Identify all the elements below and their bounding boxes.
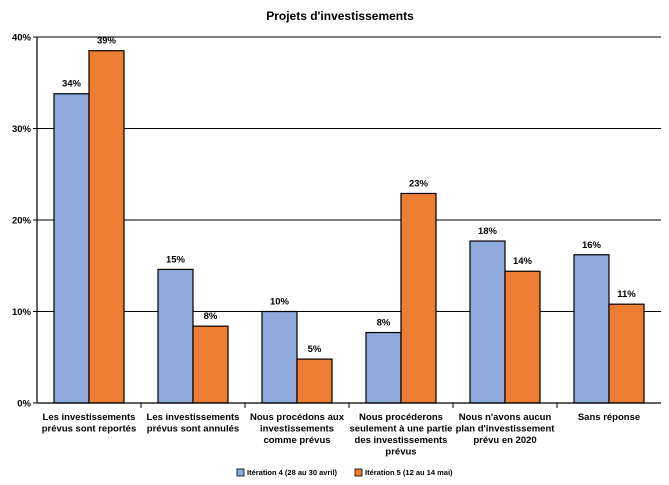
bar [88, 50, 125, 404]
y-tick-label: 10% [12, 307, 32, 318]
data-label: 39% [97, 36, 117, 47]
y-tick-label: 0% [17, 399, 31, 410]
data-label: 16% [582, 240, 602, 251]
data-label: 23% [409, 178, 429, 189]
category-label: Nous procédons aux investissements comme p… [250, 412, 345, 446]
data-labels: 34% 39% 15% 8% 10% 5% 8% 23% 18% 14% 16% 11% [62, 36, 636, 355]
legend: Itération 4 (28 au 30 avril) Itération 5 … [236, 468, 453, 477]
bar [504, 270, 541, 404]
data-label: 5% [308, 344, 322, 355]
bar [296, 358, 333, 404]
y-axis-ticks: 0% 10% 20% 30% 40% [12, 33, 37, 410]
category-label: Nous n'avons aucun plan d'investissement p… [456, 412, 556, 446]
category-label: Sans réponse [578, 412, 640, 423]
bar [469, 240, 506, 404]
data-label: 14% [513, 256, 533, 267]
data-label: 15% [166, 254, 186, 265]
bar [365, 331, 402, 404]
bar [400, 192, 437, 404]
data-label: 34% [62, 79, 82, 90]
y-tick-label: 20% [12, 216, 32, 227]
bar [573, 254, 610, 404]
bar [192, 325, 229, 404]
data-label: 18% [478, 226, 498, 237]
category-labels: Les investissements prévus sont reportés L… [42, 403, 640, 458]
data-label: 8% [377, 318, 391, 329]
category-label: Les investissements prévus sont reportés [42, 412, 137, 435]
category-label: Nous procéderons seulement à une partie de… [350, 412, 453, 458]
data-label: 8% [204, 311, 218, 322]
category-label: Les investissements prévus sont annulés [147, 412, 240, 435]
chart-title: Projets d'investissements [266, 9, 414, 23]
bars [53, 50, 645, 404]
bar [261, 310, 298, 404]
bar [608, 303, 645, 404]
data-label: 10% [270, 297, 290, 308]
legend-label: Itération 4 (28 au 30 avril) [247, 468, 338, 477]
bar [157, 268, 194, 404]
legend-swatch [236, 468, 245, 477]
gridlines [37, 36, 661, 312]
legend-label: Itération 5 (12 au 14 mai) [365, 468, 453, 477]
bar [53, 93, 90, 404]
axes [36, 37, 661, 404]
y-tick-label: 30% [12, 124, 32, 135]
legend-swatch [354, 468, 363, 477]
y-tick-label: 40% [12, 33, 32, 44]
data-label: 11% [617, 289, 636, 300]
